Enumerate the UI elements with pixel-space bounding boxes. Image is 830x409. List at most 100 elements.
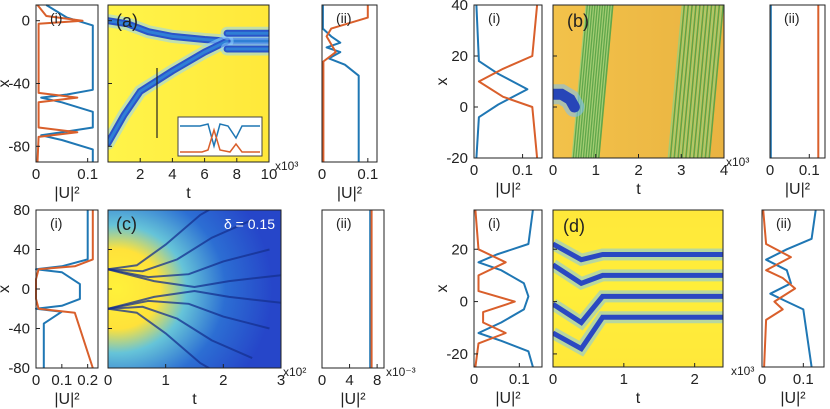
emission-branch	[108, 307, 211, 368]
y-tick-label: 40	[13, 242, 30, 259]
x-tick-label: 0	[318, 372, 326, 389]
delta-annotation: δ = 0.15	[224, 216, 275, 232]
beam-track	[553, 241, 723, 263]
y-tick-label: -20	[446, 346, 468, 363]
subpanel-label: (ii)	[336, 10, 352, 26]
heatmap-a-tracks	[108, 14, 269, 150]
profile-panel-bg	[762, 210, 824, 367]
blue-profile-curve	[35, 210, 89, 368]
y-tick-label: 0	[22, 13, 30, 30]
x-axis-label: |U|²	[54, 185, 80, 202]
x-axis-label: |U|²	[54, 391, 80, 408]
x-multiplier: x10²	[283, 365, 306, 379]
wave-stripe	[594, 5, 610, 158]
wave-stripe	[596, 5, 613, 158]
emission-branch	[108, 210, 211, 271]
subpanel-label: (i)	[50, 215, 62, 231]
emission-branch	[108, 299, 270, 330]
y-tick-label: 20	[451, 48, 468, 65]
x-tick-label: 0	[549, 162, 557, 179]
x-multiplier: x10³	[726, 155, 749, 169]
wave-stripe	[576, 5, 593, 158]
inset-blue-curve	[180, 123, 260, 149]
y-axis-label: x	[0, 80, 13, 88]
wave-stripe	[690, 5, 707, 158]
profile-panel-bg	[322, 210, 384, 368]
orange-profile-curve	[477, 4, 539, 159]
wave-stripe	[673, 5, 690, 158]
subpanel-label: (ii)	[776, 215, 792, 231]
x-tick-label: 2	[136, 166, 144, 183]
profile-panel-bg	[474, 5, 542, 158]
profile-frame	[321, 4, 378, 163]
wave-stripe	[581, 5, 598, 158]
x-tick-label: 0.1	[512, 162, 533, 179]
x-multiplier: x10³	[731, 364, 754, 378]
subpanel-label: (i)	[488, 10, 500, 26]
x-tick-label: 0	[32, 166, 40, 183]
wave-stripe	[692, 5, 709, 158]
wave-stripe	[683, 5, 699, 158]
y-tick-label: -40	[8, 321, 30, 338]
wave-stripe	[572, 5, 589, 158]
x-tick-label: 0.1	[51, 372, 72, 389]
panel-label: (c)	[116, 214, 137, 234]
y-tick-label: -80	[8, 360, 30, 377]
y-tick-label: 0	[22, 281, 30, 298]
y-tick-label: -20	[446, 150, 468, 167]
x-tick-label: 0	[104, 372, 112, 389]
x-tick-label: 1	[620, 371, 628, 388]
panel-label: (b)	[567, 11, 589, 31]
wave-stripe	[579, 5, 595, 158]
x-tick-label: 4	[720, 162, 728, 179]
emission-branch	[108, 305, 253, 360]
orange-profile-curve	[36, 4, 84, 163]
heatmap-d-frame	[552, 209, 724, 368]
wave-stripe	[580, 5, 596, 158]
x-axis-label: t	[186, 185, 191, 202]
profile-panel-bg	[322, 5, 377, 162]
panel-label: (d)	[563, 216, 585, 236]
wave-stripe	[585, 5, 601, 158]
x-axis-label: |U|²	[780, 390, 806, 407]
heatmap-c-branches	[108, 210, 281, 368]
wave-stripe	[687, 5, 703, 158]
y-tick-label: -40	[8, 76, 30, 93]
x-axis-label: t	[636, 181, 641, 198]
x-multiplier: x10⁻³	[386, 365, 416, 379]
wave-stripe	[671, 5, 688, 158]
y-tick-label: 80	[13, 202, 30, 219]
x-tick-label: 4	[345, 372, 353, 389]
x-tick-label: 2	[634, 162, 642, 179]
x-tick-label: 1	[161, 372, 169, 389]
wave-stripe	[571, 5, 588, 158]
x-tick-label: 3	[277, 372, 285, 389]
x-axis-label: |U|²	[337, 185, 363, 202]
wave-stripe	[667, 5, 684, 158]
profile-frame	[473, 4, 543, 159]
x-tick-label: 0	[549, 371, 557, 388]
wave-stripe	[704, 5, 721, 158]
wave-stripe	[706, 5, 723, 158]
x-axis-label: |U|²	[340, 391, 366, 408]
profile-panel-bg	[36, 5, 98, 162]
heatmap-d-beams	[553, 238, 723, 357]
wave-stripe	[679, 5, 695, 158]
x-tick-label: 2	[219, 372, 227, 389]
emission-branch	[108, 289, 281, 310]
orange-profile-curve	[474, 209, 516, 368]
y-axis-label: x	[0, 285, 13, 293]
y-tick-label: 20	[451, 241, 468, 258]
x-axis-label: |U|²	[785, 181, 811, 198]
wave-stripe	[591, 5, 608, 158]
y-tick-label: 0	[460, 99, 468, 116]
blue-profile-curve	[477, 209, 534, 368]
x-axis-label: |U|²	[495, 390, 521, 407]
x-tick-label: 0	[766, 162, 774, 179]
emission-branch	[108, 248, 270, 279]
profile-frame	[769, 4, 826, 159]
wave-stripe	[590, 5, 606, 158]
heatmap-b-features	[553, 5, 724, 158]
wave-stripe	[708, 5, 724, 158]
heatmap-c-background	[108, 210, 281, 368]
